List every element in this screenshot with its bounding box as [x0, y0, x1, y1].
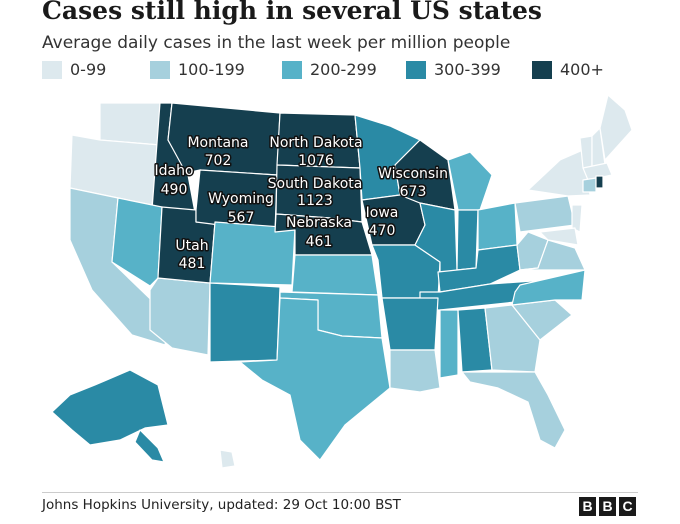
legend: 0-99 100-199 200-299 300-399 400+: [42, 60, 642, 81]
state-connecticut: [582, 177, 597, 193]
state-nevada: [111, 197, 163, 287]
label-south-dakota-value: 1123: [297, 193, 333, 209]
state-alaska: [51, 369, 169, 446]
legend-swatch: [532, 61, 552, 79]
state-florida: [461, 371, 566, 449]
state-maryland: [539, 227, 579, 246]
state-michigan: [447, 151, 493, 211]
bbc-logo-letter: C: [619, 497, 636, 516]
state-texas: [239, 297, 391, 461]
chart-title: Cases still high in several US states: [42, 0, 542, 25]
label-nebraska-value: 461: [306, 234, 333, 250]
legend-label: 300-399: [434, 60, 501, 79]
state-maine: [599, 94, 633, 161]
state-rhode-island: [595, 175, 604, 189]
alaska-panhandle: [134, 429, 165, 463]
label-wyoming-name: Wyoming: [208, 191, 274, 207]
label-iowa-value: 470: [369, 223, 396, 239]
label-idaho-value: 490: [161, 182, 188, 198]
label-montana-name: Montana: [187, 135, 248, 151]
legend-swatch: [282, 61, 302, 79]
source-note: Johns Hopkins University, updated: 29 Oc…: [42, 497, 401, 513]
state-new-jersey: [571, 204, 583, 233]
chart-subtitle: Average daily cases in the last week per…: [42, 33, 511, 53]
label-north-dakota-value: 1076: [298, 153, 334, 169]
us-map: [51, 94, 633, 469]
state-massachusetts: [582, 162, 613, 181]
legend-label: 0-99: [70, 60, 107, 79]
legend-label: 100-199: [178, 60, 245, 79]
state-louisiana: [389, 349, 441, 393]
label-north-dakota-name: North Dakota: [269, 135, 362, 151]
legend-label: 200-299: [310, 60, 377, 79]
state-labels: Montana 702 North Dakota 1076 Idaho 490 …: [153, 134, 449, 274]
label-wisconsin-value: 673: [400, 184, 427, 200]
state-virginia: [519, 239, 586, 271]
label-south-dakota-name: South Dakota: [268, 176, 363, 192]
label-wisconsin-name: Wisconsin: [378, 166, 448, 182]
state-georgia: [484, 304, 541, 373]
label-utah-value: 481: [179, 256, 206, 272]
legend-swatch: [150, 61, 170, 79]
label-idaho-name: Idaho: [154, 163, 193, 179]
label-nebraska-name: Nebraska: [286, 215, 352, 231]
label-wyoming-value: 567: [228, 210, 255, 226]
legend-swatch: [42, 61, 62, 79]
label-utah-name: Utah: [175, 238, 208, 254]
label-iowa-name: Iowa: [366, 205, 399, 221]
legend-swatch: [406, 61, 426, 79]
bbc-logo-letter: B: [599, 497, 616, 516]
state-mississippi: [439, 309, 459, 379]
footer-divider: [42, 492, 638, 493]
bbc-logo-letter: B: [579, 497, 596, 516]
state-hawaii: [219, 449, 236, 469]
label-montana-value: 702: [205, 153, 232, 169]
legend-label: 400+: [560, 60, 604, 79]
